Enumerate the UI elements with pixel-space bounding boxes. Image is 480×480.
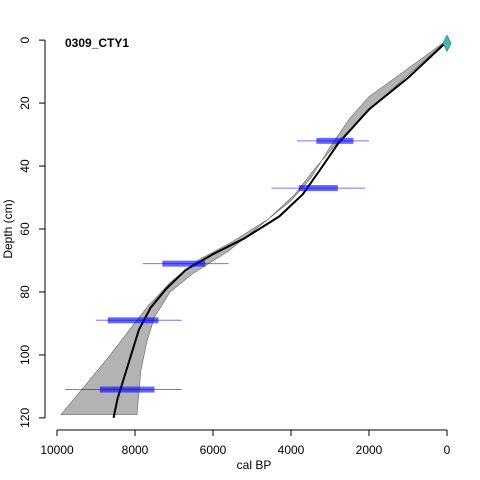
- date-range-68: [316, 137, 354, 144]
- x-tick-label: 6000: [200, 443, 227, 457]
- date-range-68: [107, 317, 159, 324]
- x-tick-label: 4000: [278, 443, 305, 457]
- surface-date: [442, 34, 452, 53]
- date-range-68: [298, 185, 338, 192]
- x-tick-label: 2000: [356, 443, 383, 457]
- x-tick-label: 10000: [40, 443, 74, 457]
- date-range-68: [99, 386, 155, 393]
- x-tick-label: 0: [444, 443, 451, 457]
- y-tick-label: 120: [18, 408, 32, 428]
- y-tick-label: 40: [18, 159, 32, 173]
- chart-title: 0309_CTY1: [65, 36, 129, 50]
- y-tick-label: 100: [18, 345, 32, 365]
- x-tick-label: 8000: [122, 443, 149, 457]
- date-range-68: [162, 260, 206, 267]
- confidence-band: [60, 39, 448, 416]
- y-tick-label: 0: [18, 36, 32, 43]
- y-tick-label: 80: [18, 285, 32, 299]
- y-tick-label: 20: [18, 96, 32, 110]
- x-axis-label: cal BP: [237, 458, 272, 472]
- y-axis-label: Depth (cm): [1, 199, 15, 258]
- y-tick-label: 60: [18, 222, 32, 236]
- age-depth-line: [112, 42, 446, 419]
